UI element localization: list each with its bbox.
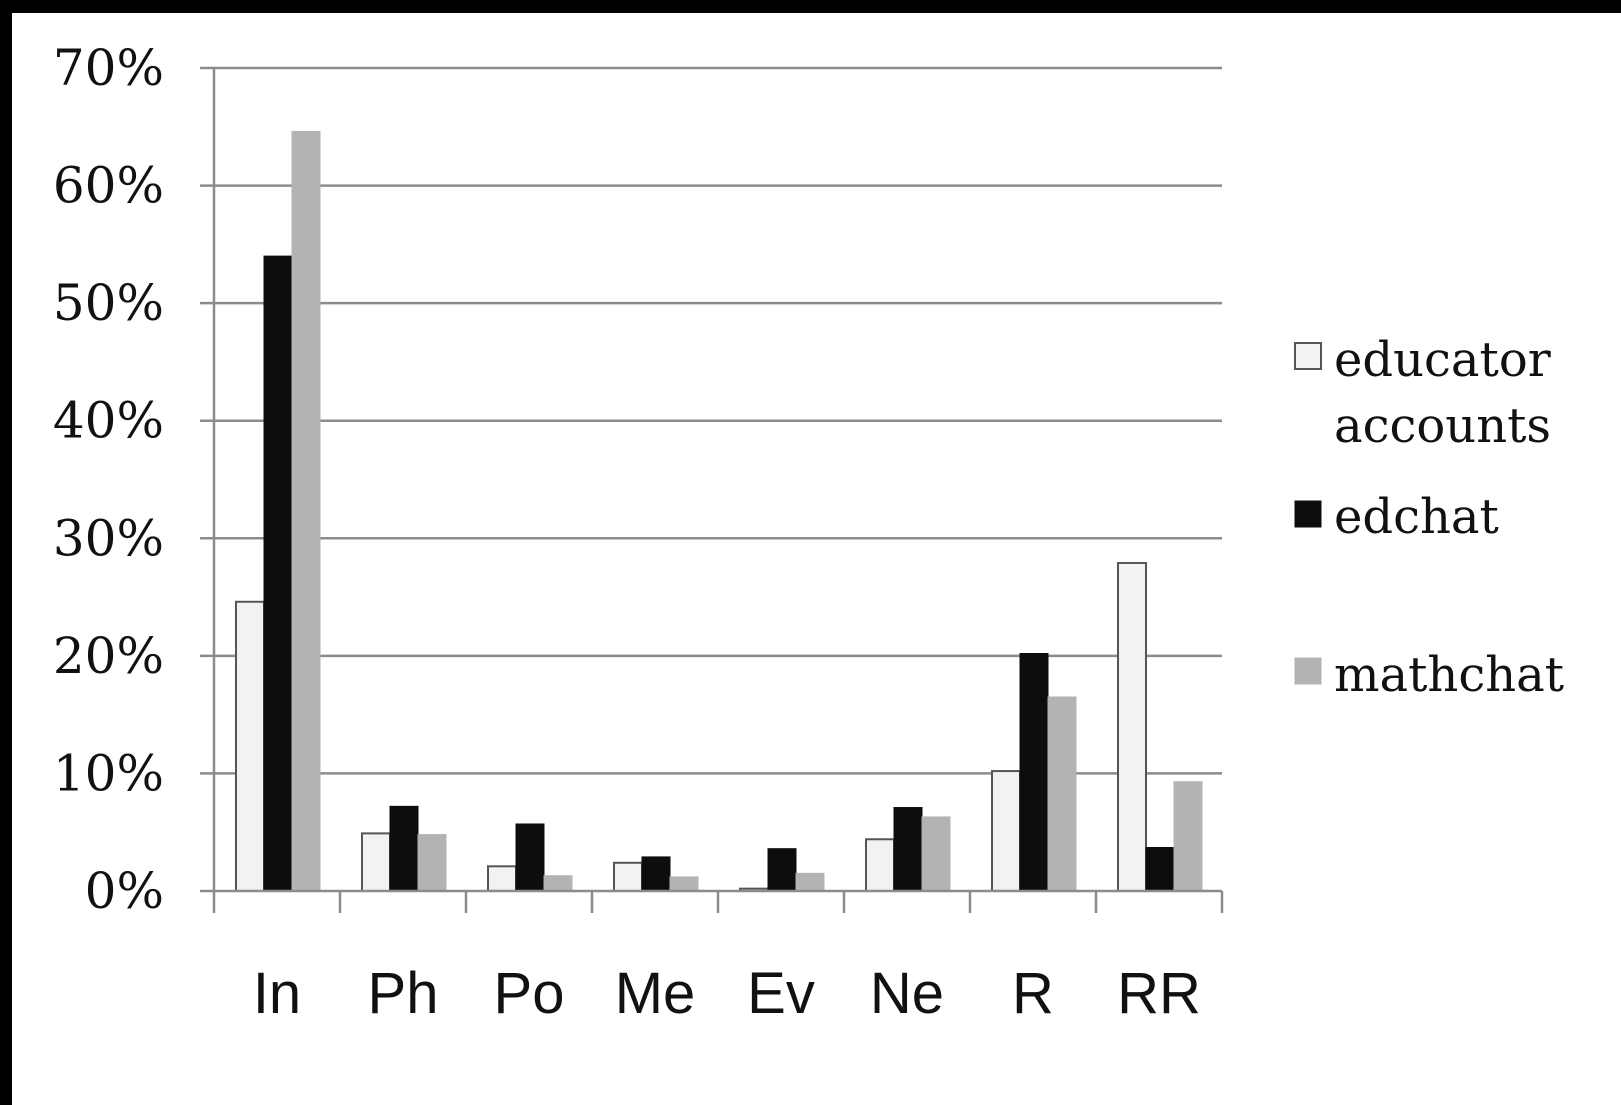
bar-mathchat-Po [543, 875, 573, 892]
x-tick-label: Po [494, 961, 565, 1026]
y-tick-label: 20% [53, 627, 164, 685]
bar-edchat-R [1019, 653, 1049, 892]
legend: educator accounts edchat mathchat [1294, 332, 1564, 703]
bar-edchat-Po [515, 823, 545, 892]
y-tick-label: 0% [85, 862, 164, 920]
bar-edchat-In [263, 255, 293, 892]
bar-mathchat-R [1047, 696, 1077, 892]
bar-educator-accounts-Ph [361, 832, 391, 893]
bar-educator-accounts-Ne [865, 838, 895, 892]
legend-swatch-mathchat [1294, 657, 1322, 685]
bar-edchat-Ev [767, 848, 797, 892]
x-tick-label: RR [1117, 961, 1201, 1026]
bar-mathchat-In [291, 130, 321, 892]
bar-educator-accounts-Me [613, 861, 643, 892]
bars [235, 130, 1203, 893]
bar-mathchat-Ev [795, 872, 825, 892]
bar-edchat-RR [1145, 846, 1175, 892]
y-tick-label: 60% [53, 157, 164, 215]
x-tick-label: In [253, 961, 301, 1026]
chart-frame: 0% 10% 20% 30% 40% 50% 60% 70% In Ph Po Me Ev Ne R RR … [12, 13, 1621, 1105]
legend-label-mathchat: mathchat [1334, 647, 1564, 703]
bar-edchat-Me [641, 856, 671, 892]
bar-educator-accounts-RR [1117, 561, 1147, 892]
bar-mathchat-Ne [921, 816, 951, 892]
x-tick-label: R [1012, 961, 1054, 1026]
y-tick-label: 70% [53, 39, 164, 97]
x-tick-labels: In Ph Po Me Ev Ne R RR [253, 961, 1201, 1026]
bar-edchat-Ne [893, 807, 923, 892]
legend-label-educator-accounts: educator [1334, 332, 1551, 388]
x-tick-label: Ph [368, 961, 439, 1026]
x-tick-label: Ev [747, 961, 815, 1026]
y-tick-label: 40% [53, 392, 164, 450]
bar-chart: 0%10%20%30%40%50%60%70% In Ph Po Me Ev Ne R RR … [53, 39, 1564, 1026]
y-tick-labels: 0% 10% 20% 30% 40% 50% 60% 70% [53, 39, 164, 920]
x-tick-label: Me [615, 961, 696, 1026]
y-tick-label: 50% [53, 274, 164, 332]
x-tick-label: Ne [870, 961, 944, 1026]
y-tick-label: 10% [53, 744, 164, 802]
y-tick-label: 30% [53, 509, 164, 567]
bar-educator-accounts-In [235, 600, 265, 892]
bar-educator-accounts-Po [487, 865, 517, 892]
legend-swatch-educator-accounts [1294, 342, 1322, 370]
grid-lines [200, 66, 1222, 775]
legend-label-educator-accounts: accounts [1334, 398, 1551, 454]
axes [200, 68, 1224, 913]
bar-edchat-Ph [389, 805, 419, 892]
bar-mathchat-Ph [417, 834, 447, 892]
legend-label-edchat: edchat [1334, 489, 1499, 545]
bar-educator-accounts-R [991, 770, 1021, 893]
bar-mathchat-Me [669, 876, 699, 892]
bar-mathchat-RR [1173, 781, 1203, 892]
legend-swatch-edchat [1294, 500, 1322, 528]
